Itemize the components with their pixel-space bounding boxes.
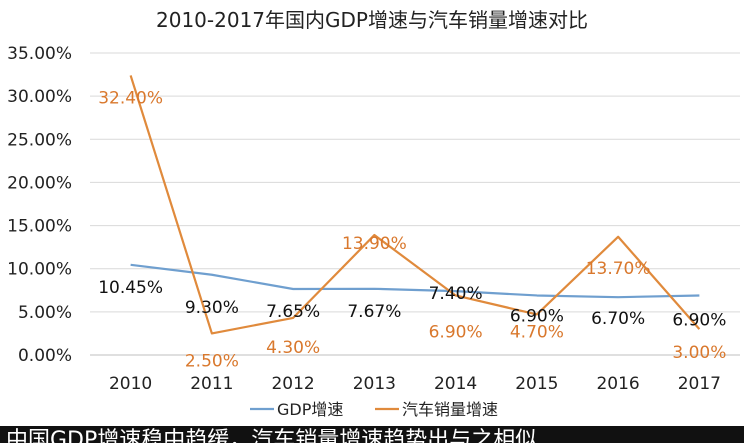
gdp-data-label: 10.45% [98, 278, 163, 298]
y-tick-label: 20.00% [7, 173, 72, 193]
legend-label-car-sales: 汽车销量增速 [402, 400, 498, 419]
car-sales-data-label: 3.00% [672, 343, 726, 363]
car-sales-data-label: 6.90% [429, 322, 483, 342]
caption-text: 中国GDP增速稳中趋缓，汽车销量增速趋势出与之相似 [6, 428, 538, 443]
car-sales-data-label: 13.90% [342, 234, 407, 254]
car-sales-series-line [129, 75, 701, 335]
y-axis-ticks: 0.00% 5.00% 10.00% 15.00% 20.00% 25.00% 30.00%… [7, 44, 72, 366]
x-tick-label: 2010 [109, 374, 152, 394]
car-sales-data-label: 4.30% [266, 338, 320, 358]
series-lines [129, 75, 701, 335]
gdp-data-label: 9.30% [185, 298, 239, 318]
gdp-data-label: 7.67% [347, 302, 401, 322]
x-tick-label: 2011 [190, 374, 233, 394]
y-tick-label: 15.00% [7, 217, 72, 237]
x-axis-ticks: 2010 2011 2012 2013 2014 2015 2016 2017 [109, 374, 721, 394]
x-tick-label: 2012 [271, 374, 314, 394]
y-tick-label: 10.00% [7, 260, 72, 280]
x-tick-label: 2013 [353, 374, 396, 394]
gridlines [90, 52, 740, 356]
y-tick-label: 5.00% [18, 303, 72, 323]
y-tick-label: 30.00% [7, 87, 72, 107]
legend-label-gdp: GDP增速 [277, 400, 343, 419]
x-tick-label: 2016 [596, 374, 639, 394]
y-tick-label: 35.00% [7, 44, 72, 64]
gdp-data-label: 7.40% [429, 284, 483, 304]
data-labels: 10.45% 9.30% 7.65% 7.67% 7.40% 6.90% 6.70% 6.90… [98, 88, 726, 371]
gdp-data-label: 6.70% [591, 309, 645, 329]
car-sales-data-label: 13.70% [586, 259, 651, 279]
y-tick-label: 25.00% [7, 130, 72, 150]
gdp-data-label: 6.90% [672, 310, 726, 330]
gdp-data-label: 6.90% [510, 306, 564, 326]
car-sales-data-label: 2.50% [185, 351, 239, 371]
caption-bar: 中国GDP增速稳中趋缓，汽车销量增速趋势出与之相似 [0, 426, 744, 443]
car-sales-data-label: 32.40% [98, 88, 163, 108]
line-chart: 2010-2017年国内GDP增速与汽车销量增速对比 0.00% 5.00% 10.… [7, 8, 740, 419]
y-tick-label: 0.00% [18, 346, 72, 366]
x-tick-label: 2014 [434, 374, 477, 394]
gdp-series-line [130, 263, 700, 299]
gdp-data-label: 7.65% [266, 302, 320, 322]
x-tick-label: 2017 [678, 374, 721, 394]
car-sales-data-label: 4.70% [510, 322, 564, 342]
x-tick-label: 2015 [515, 374, 558, 394]
legend: GDP增速 汽车销量增速 [250, 400, 498, 419]
chart-title: 2010-2017年国内GDP增速与汽车销量增速对比 [156, 8, 588, 32]
